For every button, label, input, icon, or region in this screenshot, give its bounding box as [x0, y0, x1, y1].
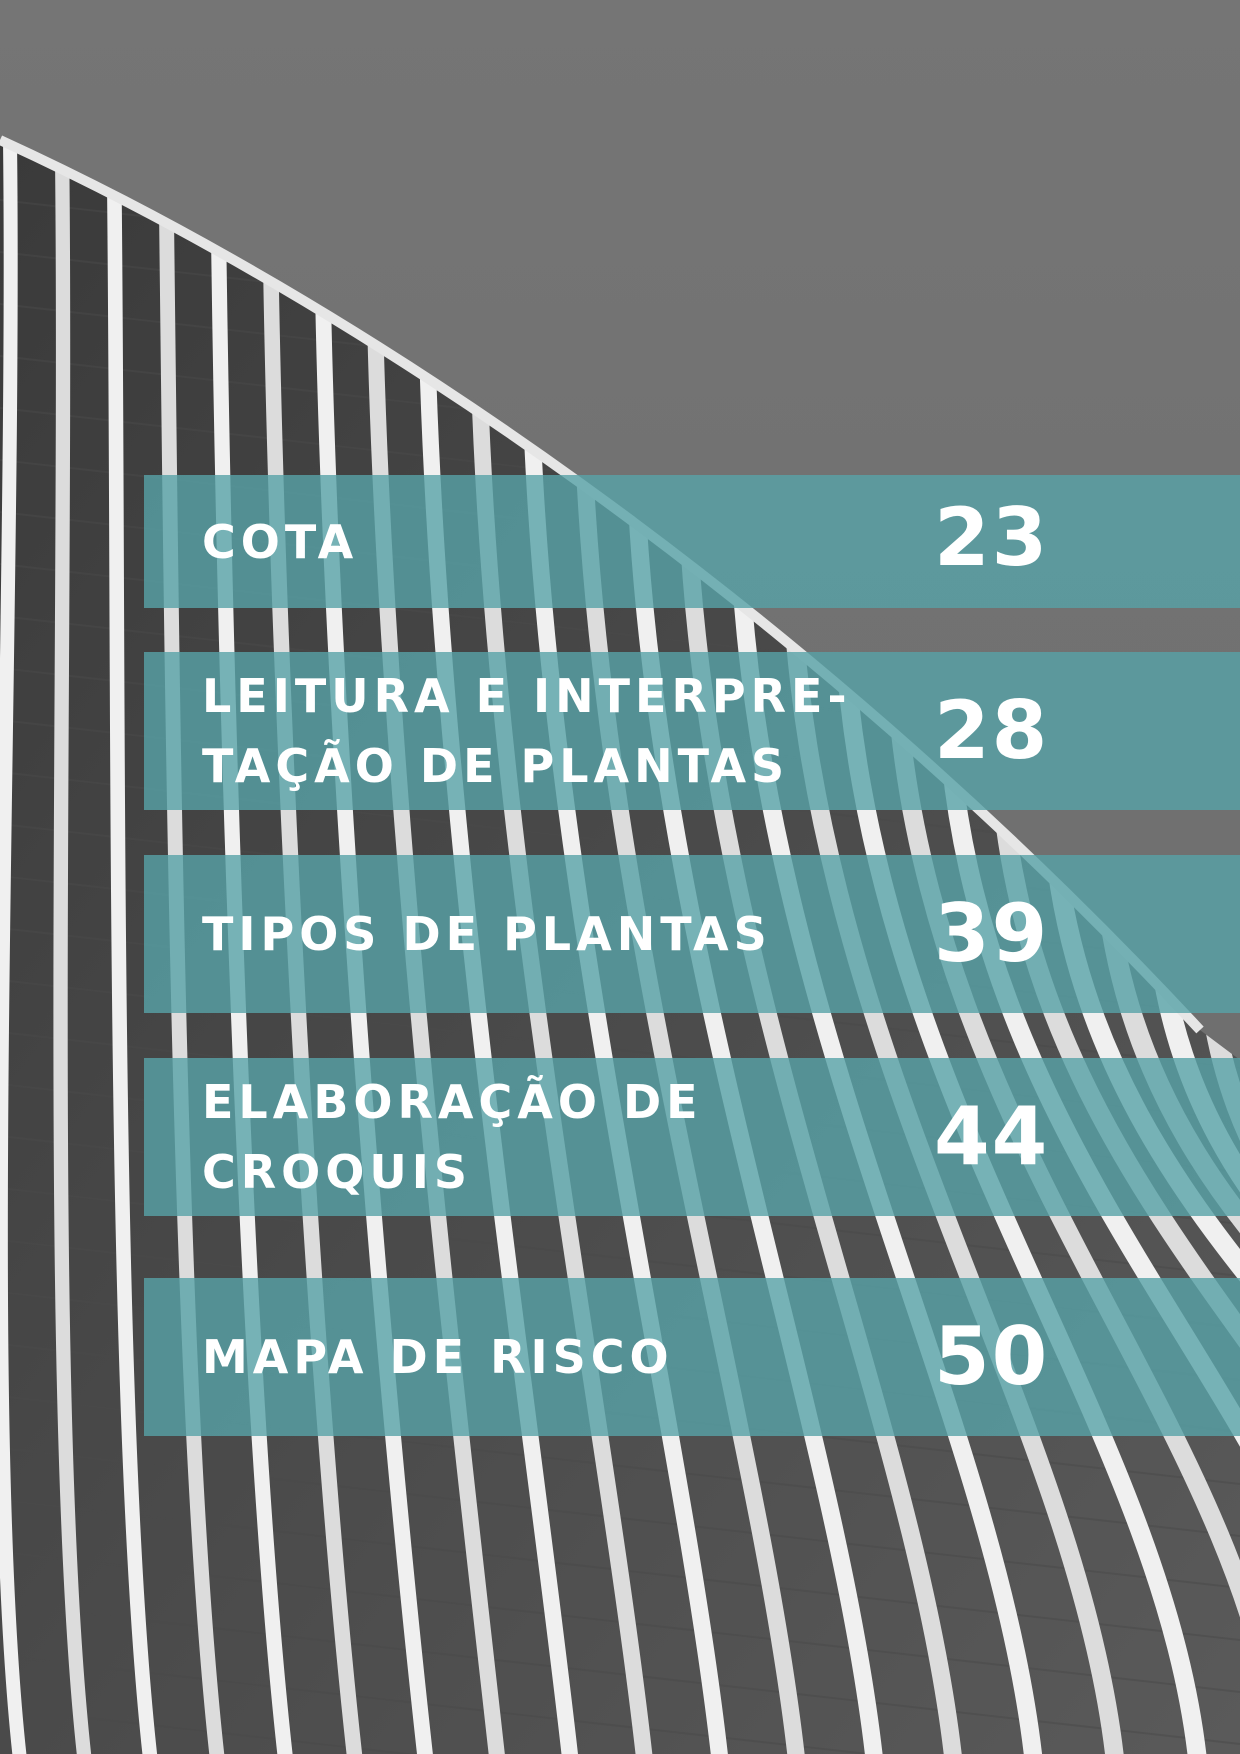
toc-entry-page-number: 50 — [934, 1310, 1050, 1403]
facade-fin — [0, 140, 27, 1754]
toc-entry-label: TIPOS DE PLANTAS — [202, 907, 772, 961]
facade-fin — [884, 625, 1240, 1754]
toc-entry-label: LEITURA E INTERPRE- TAÇÃO DE PLANTAS — [202, 669, 852, 793]
toc-entry-tipos[interactable]: TIPOS DE PLANTAS 39 — [144, 855, 1240, 1013]
toc-entry-leitura[interactable]: LEITURA E INTERPRE- TAÇÃO DE PLANTAS 28 — [144, 652, 1240, 810]
toc-entry-label: ELABORAÇÃO DE CROQUIS — [202, 1075, 703, 1199]
facade-fin — [158, 170, 225, 1754]
toc-entry-cota[interactable]: COTA 23 — [144, 475, 1240, 608]
toc-entry-label: COTA — [202, 514, 359, 569]
toc-entry-label: MAPA DE RISCO — [202, 1330, 674, 1384]
facade-fin — [106, 155, 158, 1754]
facade-fin — [210, 187, 294, 1754]
toc-entry-page-number: 23 — [934, 490, 1050, 584]
toc-entry-elaboracao[interactable]: ELABORAÇÃO DE CROQUIS 44 — [144, 1058, 1240, 1216]
facade-fin — [262, 208, 363, 1754]
toc-entry-mapa[interactable]: MAPA DE RISCO 50 — [144, 1278, 1240, 1436]
facade-fin — [1091, 820, 1240, 1754]
toc-entry-page-number: 28 — [934, 684, 1050, 777]
facade-fin — [53, 145, 92, 1754]
facade-floor-line — [0, 1707, 1240, 1754]
toc-entry-page-number: 39 — [934, 887, 1050, 980]
toc-entry-page-number: 44 — [934, 1090, 1050, 1183]
facade-fin — [314, 231, 434, 1754]
